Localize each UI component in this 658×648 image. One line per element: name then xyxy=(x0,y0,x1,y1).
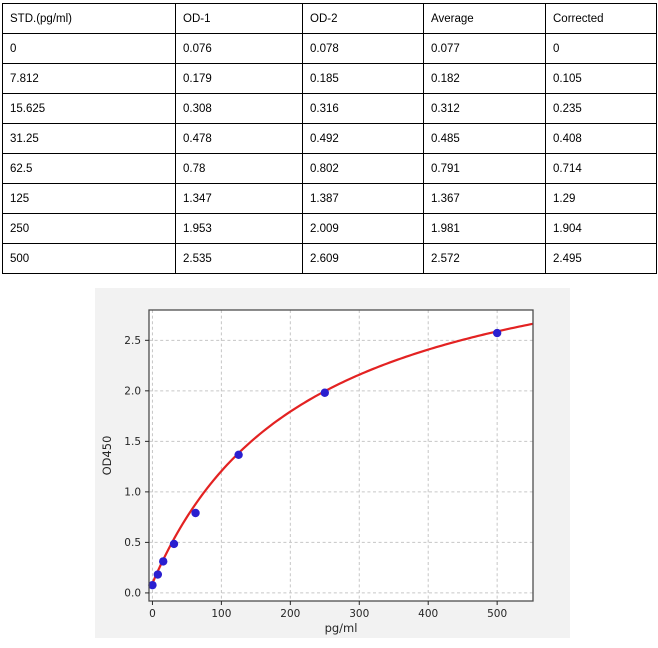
data-point xyxy=(320,388,329,397)
table-row: 500 2.535 2.609 2.572 2.495 xyxy=(2,243,657,274)
table-cell: 31.25 xyxy=(2,123,176,154)
x-tick-label: 400 xyxy=(418,608,438,620)
column-header: STD.(pg/ml) xyxy=(2,3,176,34)
table-cell: 2.495 xyxy=(545,243,657,274)
table-cell: 0 xyxy=(2,33,176,64)
table-cell: 15.625 xyxy=(2,93,176,124)
table-row: 15.625 0.308 0.316 0.312 0.235 xyxy=(2,93,657,124)
table-row: 125 1.347 1.387 1.367 1.29 xyxy=(2,183,657,214)
table-row: 7.812 0.179 0.185 0.182 0.105 xyxy=(2,63,657,94)
column-header: Average xyxy=(423,3,546,34)
table-cell: 0.185 xyxy=(302,63,424,94)
x-tick-label: 0 xyxy=(149,608,156,620)
table-cell: 2.535 xyxy=(175,243,303,274)
fit-curve-line xyxy=(151,322,533,585)
table-cell: 0.316 xyxy=(302,93,424,124)
column-header: OD-2 xyxy=(302,3,424,34)
data-point xyxy=(492,328,502,338)
x-axis-label: pg/ml xyxy=(325,621,358,635)
data-point xyxy=(234,450,243,459)
x-tick-label: 100 xyxy=(211,608,231,620)
x-tick-label: 200 xyxy=(280,608,300,620)
table-cell: 0 xyxy=(545,33,657,64)
table-cell: 0.312 xyxy=(423,93,546,124)
y-axis-label: OD450 xyxy=(100,436,114,476)
plot-border xyxy=(148,309,534,602)
table-row: 0 0.076 0.078 0.077 0 xyxy=(2,33,657,64)
y-tick-label: 0.0 xyxy=(124,587,141,599)
column-header: OD-1 xyxy=(175,3,303,34)
data-point xyxy=(153,570,163,579)
table-cell: 2.609 xyxy=(302,243,424,274)
data-point xyxy=(159,557,168,566)
table-cell: 7.812 xyxy=(2,63,176,94)
x-tick-label: 300 xyxy=(349,608,369,620)
table-cell: 0.78 xyxy=(175,153,303,184)
column-header: Corrected xyxy=(545,3,657,34)
standard-curve-chart: 0.0 0.5 1.0 1.5 2.0 2.5 0 100 200 300 400 500 pg/ml O… xyxy=(100,309,534,635)
table-cell: 0.802 xyxy=(302,153,424,184)
y-tick-label: 2.5 xyxy=(124,335,141,347)
table-cell: 1.29 xyxy=(545,183,657,214)
y-tick-label: 0.5 xyxy=(124,537,141,549)
data-point xyxy=(169,539,179,549)
table-row: 250 1.953 2.009 1.981 1.904 xyxy=(2,213,657,244)
table-row: 62.5 0.78 0.802 0.791 0.714 xyxy=(2,153,657,184)
table-cell: 1.347 xyxy=(175,183,303,214)
plot-background xyxy=(149,310,533,601)
table-cell: 0.235 xyxy=(545,93,657,124)
y-tick-label: 1.5 xyxy=(124,436,141,448)
table-cell: 0.078 xyxy=(302,33,424,64)
table-cell: 0.791 xyxy=(423,153,546,184)
table-cell: 0.714 xyxy=(545,153,657,184)
table-cell: 0.105 xyxy=(545,63,657,94)
table-cell: 500 xyxy=(2,243,176,274)
table-cell: 250 xyxy=(2,213,176,244)
table-cell: 1.367 xyxy=(423,183,546,214)
table-cell: 125 xyxy=(2,183,176,214)
table-row: 31.25 0.478 0.492 0.485 0.408 xyxy=(2,123,657,154)
table-cell: 0.077 xyxy=(423,33,546,64)
y-tick-label: 1.0 xyxy=(124,486,141,498)
table-cell: 2.009 xyxy=(302,213,424,244)
table-cell: 0.308 xyxy=(175,93,303,124)
y-tick-label: 2.0 xyxy=(124,385,141,397)
table-cell: 0.076 xyxy=(175,33,303,64)
data-point xyxy=(191,508,200,518)
standard-curve-figure: 0.0 0.5 1.0 1.5 2.0 2.5 0 100 200 300 400 500 pg/ml O… xyxy=(95,288,570,638)
table-header-row: STD.(pg/ml) OD-1 OD-2 Average Corrected xyxy=(2,3,657,34)
table-cell: 1.981 xyxy=(423,213,546,244)
x-tick-label: 500 xyxy=(487,608,507,620)
table-cell: 0.182 xyxy=(423,63,546,94)
table-cell: 0.408 xyxy=(545,123,657,154)
table-cell: 1.387 xyxy=(302,183,424,214)
table-cell: 0.478 xyxy=(175,123,303,154)
standards-table: STD.(pg/ml) OD-1 OD-2 Average Corrected 0 0.0… xyxy=(2,3,657,274)
table-cell: 0.485 xyxy=(423,123,546,154)
table-cell: 0.492 xyxy=(302,123,424,154)
table-cell: 2.572 xyxy=(423,243,546,274)
table-cell: 1.904 xyxy=(545,213,657,244)
table-cell: 62.5 xyxy=(2,153,176,184)
table-cell: 0.179 xyxy=(175,63,303,94)
table-cell: 1.953 xyxy=(175,213,303,244)
data-point xyxy=(148,580,157,590)
